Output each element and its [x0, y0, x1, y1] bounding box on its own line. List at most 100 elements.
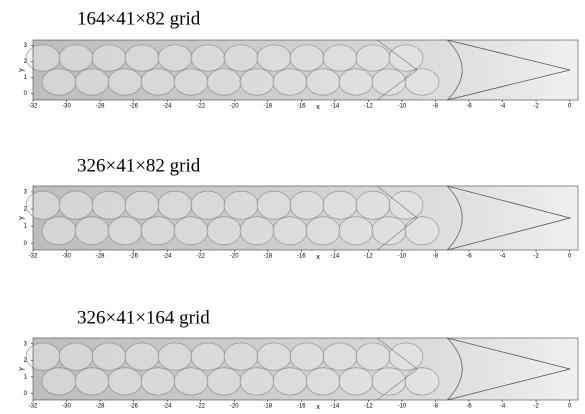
field-image [26, 40, 578, 100]
field-image [26, 338, 578, 400]
lens-pattern [323, 45, 357, 71]
y-tick-label: 3 [24, 341, 28, 347]
x-tick-label: -14 [331, 254, 340, 260]
y-tick-label: 1 [24, 224, 28, 230]
x-tick-label: -6 [466, 404, 472, 410]
lens-pattern [356, 343, 390, 370]
panel-title: 326×41×82 grid [77, 155, 201, 176]
lens-pattern [240, 69, 274, 95]
x-tick-label: -8 [433, 104, 439, 110]
y-tick-label: 3 [24, 43, 28, 49]
x-tick-label: -24 [163, 104, 172, 110]
x-tick-label: -32 [29, 254, 38, 260]
x-tick-label: -26 [129, 254, 138, 260]
lens-pattern [59, 45, 93, 71]
lens-pattern [92, 191, 126, 219]
x-tick-label: -18 [263, 104, 272, 110]
y-tick-label: 0 [24, 391, 28, 397]
lens-pattern [207, 368, 241, 395]
x-tick-label: -22 [196, 254, 205, 260]
x-tick-label: 0 [568, 254, 572, 260]
x-tick-label: -6 [466, 104, 472, 110]
lens-pattern [42, 217, 76, 245]
lens-pattern [158, 343, 192, 370]
lens-pattern [273, 69, 307, 95]
x-tick-label: -20 [230, 104, 239, 110]
lens-pattern [92, 45, 126, 71]
lens-pattern [306, 217, 340, 245]
x-axis-label: x [316, 104, 320, 111]
y-tick-label: 0 [24, 241, 28, 247]
lens-pattern [224, 343, 258, 370]
lens-pattern [273, 217, 307, 245]
lens-pattern [75, 217, 109, 245]
x-tick-label: -28 [96, 104, 105, 110]
x-tick-label: -10 [398, 254, 407, 260]
x-tick-label: -12 [364, 254, 373, 260]
x-tick-label: -18 [263, 404, 272, 410]
lens-pattern [356, 191, 390, 219]
lens-pattern [108, 69, 142, 95]
x-tick-label: -20 [230, 404, 239, 410]
lens-pattern [59, 191, 93, 219]
lens-pattern [339, 217, 373, 245]
lens-pattern [290, 45, 324, 71]
lens-pattern [92, 343, 126, 370]
x-tick-label: -16 [297, 104, 306, 110]
x-tick-label: -16 [297, 404, 306, 410]
panel-title: 164×41×82 grid [77, 8, 201, 29]
x-tick-label: -26 [129, 404, 138, 410]
figure: 164×41×82 grid-32-30-28-26-24-22-20-18-1… [0, 0, 585, 414]
lens-pattern [207, 69, 241, 95]
lens-pattern [405, 217, 439, 245]
lens-pattern [174, 69, 208, 95]
lens-pattern [389, 343, 423, 370]
lens-pattern [191, 191, 225, 219]
x-tick-label: -28 [96, 254, 105, 260]
lens-pattern [323, 343, 357, 370]
lens-pattern [108, 368, 142, 395]
lens-pattern [240, 217, 274, 245]
lens-pattern [174, 368, 208, 395]
x-tick-label: 0 [568, 104, 572, 110]
lens-pattern [405, 368, 439, 395]
x-tick-label: -6 [466, 254, 472, 260]
lens-pattern [158, 45, 192, 71]
lens-pattern [42, 368, 76, 395]
lens-pattern [290, 343, 324, 370]
lens-pattern [191, 343, 225, 370]
x-tick-label: -14 [331, 104, 340, 110]
x-tick-label: -30 [62, 104, 71, 110]
x-tick-label: -12 [364, 404, 373, 410]
lens-pattern [306, 368, 340, 395]
lens-pattern [26, 191, 60, 219]
y-tick-label: 0 [24, 91, 28, 97]
lens-pattern [26, 45, 60, 71]
x-tick-label: -4 [500, 404, 506, 410]
lens-pattern [257, 191, 291, 219]
x-tick-label: -2 [533, 104, 539, 110]
x-tick-label: -8 [433, 404, 439, 410]
lens-pattern [257, 45, 291, 71]
lens-pattern [158, 191, 192, 219]
lens-pattern [191, 45, 225, 71]
y-tick-label: 3 [24, 190, 28, 196]
lens-pattern [141, 217, 175, 245]
lens-pattern [59, 343, 93, 370]
lens-pattern [174, 217, 208, 245]
lens-pattern [108, 217, 142, 245]
y-axis-label: y [18, 367, 25, 371]
y-axis-label: y [18, 68, 25, 72]
lens-pattern [141, 69, 175, 95]
x-tick-label: -2 [533, 404, 539, 410]
lens-pattern [339, 368, 373, 395]
lens-pattern [323, 191, 357, 219]
field-image [26, 186, 578, 250]
x-tick-label: -8 [433, 254, 439, 260]
panel-title: 326×41×164 grid [77, 307, 210, 328]
lens-pattern [389, 191, 423, 219]
x-tick-label: -12 [364, 104, 373, 110]
lens-pattern [125, 191, 159, 219]
x-tick-label: -24 [163, 404, 172, 410]
x-tick-label: -32 [29, 404, 38, 410]
